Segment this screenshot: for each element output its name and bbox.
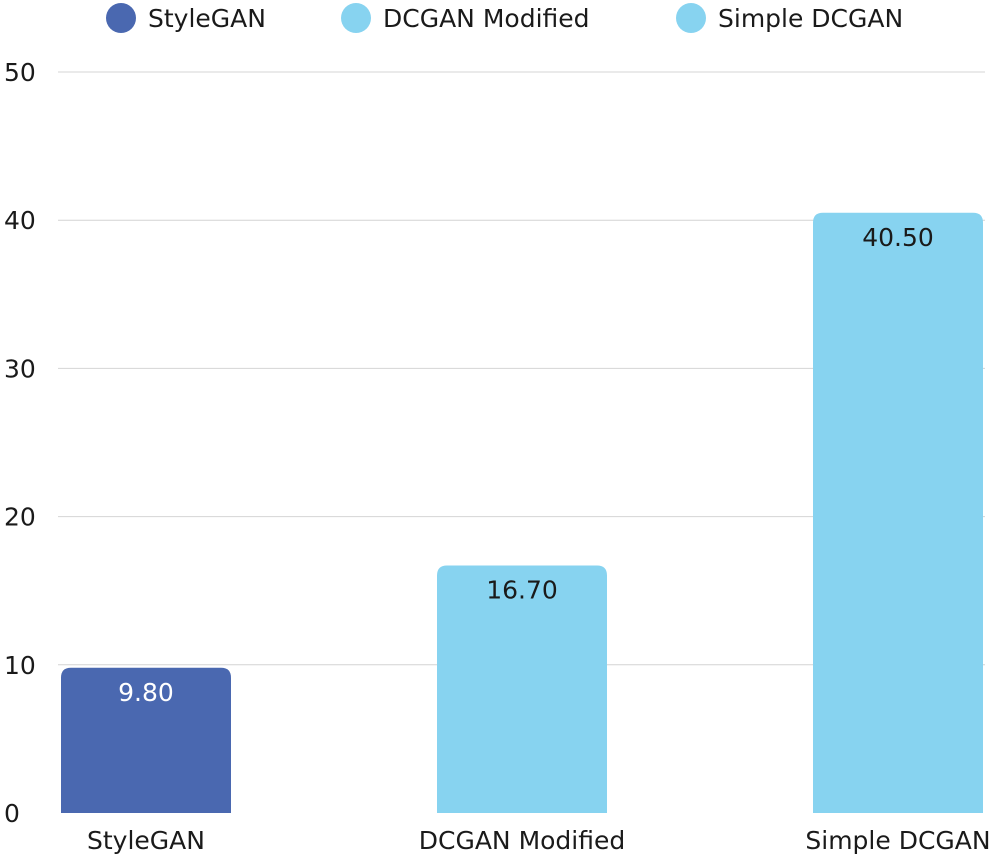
x-tick-label-stylegan: StyleGAN bbox=[87, 826, 205, 855]
y-tick-label-50: 50 bbox=[4, 58, 36, 87]
y-tick-label-10: 10 bbox=[4, 651, 36, 680]
bar-dcgan-modified bbox=[437, 565, 607, 813]
value-label-dcgan-modified: 16.70 bbox=[486, 576, 558, 605]
value-label-stylegan: 9.80 bbox=[118, 678, 174, 707]
y-tick-label-20: 20 bbox=[4, 503, 36, 532]
legend-item-simple-dcgan: Simple DCGAN bbox=[676, 2, 903, 34]
legend-swatch-dcgan-modified bbox=[341, 3, 371, 33]
x-tick-label-dcgan-modified: DCGAN Modified bbox=[419, 826, 626, 855]
x-tick-label-simple-dcgan: Simple DCGAN bbox=[805, 826, 990, 855]
y-tick-label-30: 30 bbox=[4, 354, 36, 383]
chart-legend: StyleGAN DCGAN Modified Simple DCGAN bbox=[0, 0, 1005, 40]
x-axis-ticks: StyleGAN DCGAN Modified Simple DCGAN bbox=[87, 826, 991, 855]
y-tick-label-40: 40 bbox=[4, 206, 36, 235]
bar-stylegan bbox=[61, 667, 231, 813]
legend-label-dcgan-modified: DCGAN Modified bbox=[383, 3, 590, 33]
legend-label-stylegan: StyleGAN bbox=[148, 3, 266, 33]
value-labels: 9.80 16.70 40.50 bbox=[118, 223, 934, 707]
legend-item-dcgan-modified: DCGAN Modified bbox=[341, 2, 590, 34]
y-tick-label-0: 0 bbox=[4, 799, 20, 828]
value-label-simple-dcgan: 40.50 bbox=[862, 223, 934, 252]
legend-swatch-simple-dcgan bbox=[676, 3, 706, 33]
bar-simple-dcgan bbox=[813, 212, 983, 814]
y-axis-ticks: 0 10 20 30 40 50 bbox=[4, 58, 36, 828]
bars bbox=[61, 212, 983, 814]
legend-item-stylegan: StyleGAN bbox=[106, 2, 266, 34]
legend-swatch-stylegan bbox=[106, 3, 136, 33]
legend-label-simple-dcgan: Simple DCGAN bbox=[718, 3, 904, 33]
